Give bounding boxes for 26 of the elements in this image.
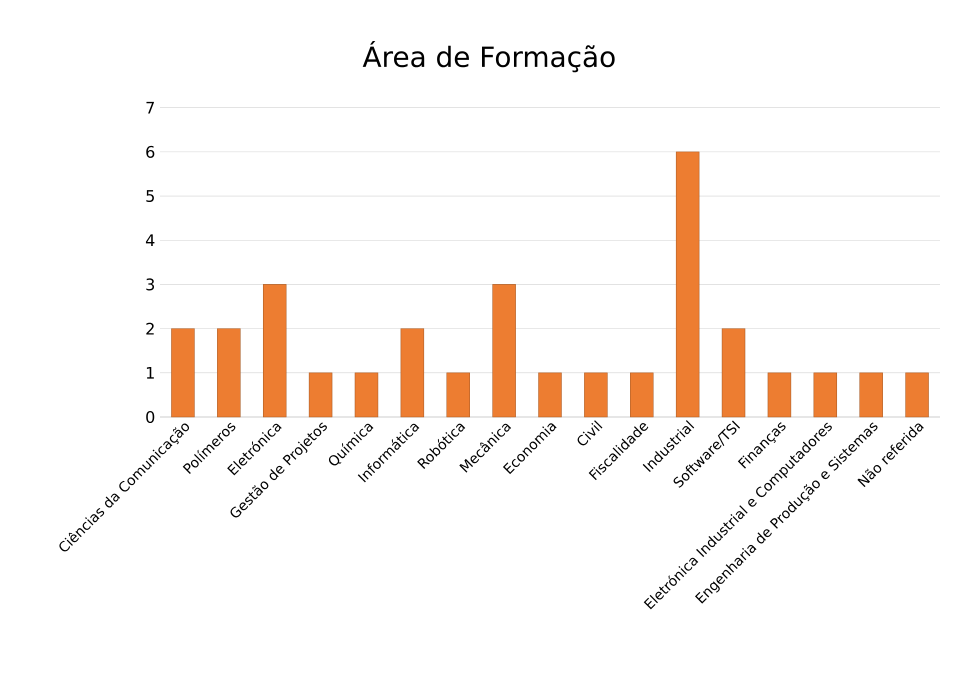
bar xyxy=(676,152,700,418)
bar xyxy=(400,328,424,418)
bar xyxy=(768,372,792,418)
bar xyxy=(171,328,195,418)
bar xyxy=(630,372,654,418)
bar xyxy=(217,328,241,418)
y-tick-label: 0 xyxy=(146,410,154,424)
bar xyxy=(538,372,562,418)
y-tick-label: 6 xyxy=(146,146,154,158)
y-tick-label: 7 xyxy=(146,102,154,114)
y-tick-label: 1 xyxy=(146,366,154,379)
bar xyxy=(584,372,608,418)
bar xyxy=(722,328,746,418)
y-tick-label: 2 xyxy=(146,322,154,335)
bar xyxy=(354,372,378,418)
bar xyxy=(308,372,332,418)
chart-title: Área de Formação xyxy=(362,41,615,72)
bar xyxy=(492,284,516,418)
bar xyxy=(262,284,286,418)
y-tick-label: 5 xyxy=(146,190,154,202)
bar xyxy=(814,372,838,418)
bar xyxy=(905,372,929,418)
y-tick-label: 3 xyxy=(146,278,154,290)
y-tick-label: 4 xyxy=(146,234,154,246)
bar xyxy=(446,372,470,418)
bar xyxy=(859,372,883,418)
